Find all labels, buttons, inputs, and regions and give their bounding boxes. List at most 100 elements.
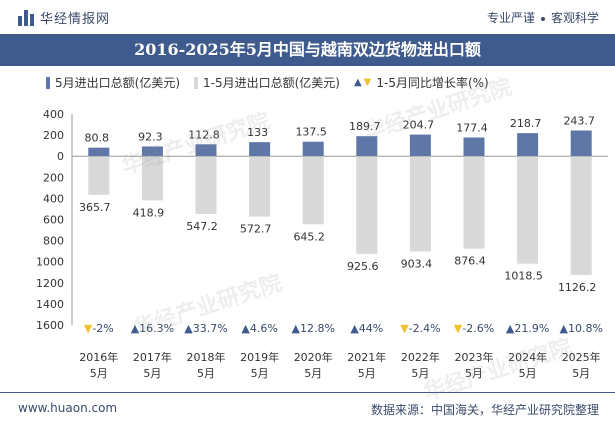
bar-monthly <box>302 141 324 157</box>
brand-logo-icon <box>18 9 34 26</box>
growth-value: 16.3% <box>139 322 174 335</box>
growth-label: ▼-2% <box>84 322 114 335</box>
data-label-cumulative: 903.4 <box>401 258 433 271</box>
y-tick-label: 600 <box>43 214 64 227</box>
bar-monthly <box>463 137 485 157</box>
slogan: 专业严谨 客观科学 <box>487 9 599 26</box>
bar-cumulative <box>141 156 163 201</box>
bar-monthly <box>195 144 217 157</box>
data-label-cumulative: 572.7 <box>240 223 272 236</box>
slogan-left: 专业严谨 <box>486 11 535 25</box>
growth-up-triangle-icon: ▲ <box>506 322 515 335</box>
legend-swatch-cumulative <box>194 76 198 89</box>
x-tick-label-month: 5月 <box>572 367 590 380</box>
footer-website[interactable]: www.huaon.com <box>18 401 118 415</box>
x-tick-label-year: 2018年 <box>187 350 226 364</box>
data-label-monthly: 137.5 <box>295 126 327 139</box>
x-tick-label-month: 5月 <box>143 367 161 380</box>
legend-label-cumulative: 1-5月进出口总额(亿美元) <box>203 76 340 90</box>
growth-label: ▼-2.4% <box>400 322 440 335</box>
legend-label-growth: 1-5月同比增长率(%) <box>376 76 489 90</box>
legend-item-monthly: 5月进出口总额(亿美元) <box>46 74 180 91</box>
data-label-monthly: 133 <box>247 126 268 139</box>
top-bar: 华经情报网 专业严谨 客观科学 <box>0 0 615 34</box>
growth-up-triangle-icon: ▲ <box>184 322 193 335</box>
data-label-monthly: 92.3 <box>138 130 163 143</box>
bar-monthly <box>88 147 110 157</box>
growth-value: -2.4% <box>409 322 441 335</box>
growth-label: ▲16.3% <box>131 322 174 335</box>
y-tick-label: 400 <box>43 192 64 205</box>
y-tick-label: 1200 <box>36 277 64 290</box>
x-tick-label-month: 5月 <box>465 367 483 380</box>
x-tick-label-month: 5月 <box>197 367 215 380</box>
legend-item-cumulative: 1-5月进出口总额(亿美元) <box>194 74 340 91</box>
x-tick-label-month: 5月 <box>358 367 376 380</box>
growth-label: ▲21.9% <box>506 322 549 335</box>
bar-cumulative <box>88 156 110 195</box>
data-label-cumulative: 925.6 <box>347 260 379 273</box>
data-label-monthly: 243.7 <box>563 114 595 127</box>
growth-up-triangle-icon: ▲ <box>291 322 300 335</box>
data-label-monthly: 218.7 <box>510 117 542 130</box>
x-tick-label-month: 5月 <box>411 367 429 380</box>
brand[interactable]: 华经情报网 <box>18 8 110 27</box>
growth-value: -2.6% <box>462 322 494 335</box>
triangle-up-icon: ▲ <box>353 77 362 88</box>
data-label-cumulative: 876.4 <box>454 255 486 268</box>
x-tick-label-month: 5月 <box>251 367 269 380</box>
bar-cumulative <box>409 156 431 252</box>
x-tick-label-year: 2020年 <box>294 350 333 364</box>
x-tick-label-month: 5月 <box>304 367 322 380</box>
bar-monthly <box>570 130 592 157</box>
footer-source: 数据来源：中国海关，华经产业研究院整理 <box>370 403 599 417</box>
legend-label-monthly: 5月进出口总额(亿美元) <box>55 76 180 90</box>
growth-up-triangle-icon: ▲ <box>559 322 568 335</box>
y-tick-label: 0 <box>57 150 64 163</box>
growth-down-triangle-icon: ▼ <box>400 322 409 335</box>
bar-cumulative <box>249 156 271 217</box>
dot-separator-icon <box>540 16 545 21</box>
y-tick-label: 1000 <box>36 256 64 269</box>
data-label-cumulative: 1126.2 <box>558 281 597 294</box>
x-tick-label-year: 2022年 <box>401 350 440 364</box>
y-tick-label: 1400 <box>36 298 64 311</box>
growth-value: 4.6% <box>250 322 278 335</box>
data-label-monthly: 204.7 <box>403 119 435 132</box>
y-tick-label: 200 <box>43 129 64 142</box>
data-label-monthly: 189.7 <box>349 120 381 133</box>
growth-label: ▲12.8% <box>291 322 334 335</box>
bar-monthly <box>517 133 539 157</box>
growth-label: ▲44% <box>350 322 383 335</box>
data-label-cumulative: 418.9 <box>133 206 165 219</box>
growth-up-triangle-icon: ▲ <box>350 322 359 335</box>
bar-cumulative <box>463 156 485 249</box>
growth-value: 10.8% <box>568 322 603 335</box>
growth-value: 33.7% <box>193 322 228 335</box>
bar-cumulative <box>517 156 539 264</box>
bar-cumulative <box>195 156 217 214</box>
growth-label: ▼-2.6% <box>454 322 494 335</box>
x-tick-label-month: 5月 <box>519 367 537 380</box>
x-tick-label-year: 2016年 <box>79 350 118 364</box>
x-tick-label-year: 2024年 <box>508 350 547 364</box>
growth-value: 12.8% <box>300 322 335 335</box>
data-label-cumulative: 645.2 <box>293 230 325 243</box>
growth-up-triangle-icon: ▲ <box>241 322 250 335</box>
legend-item-growth: ▲ ▼ 1-5月同比增长率(%) <box>354 74 489 91</box>
bar-monthly <box>141 146 163 157</box>
growth-label: ▲33.7% <box>184 322 227 335</box>
x-tick-label-month: 5月 <box>90 367 108 380</box>
triangle-down-icon: ▼ <box>363 77 372 88</box>
y-tick-label: 1600 <box>36 319 64 332</box>
y-tick-label: 800 <box>43 235 64 248</box>
x-tick-label-year: 2021年 <box>347 350 386 364</box>
bar-cumulative <box>570 156 592 276</box>
growth-value: 44% <box>359 322 383 335</box>
growth-label: ▲10.8% <box>559 322 602 335</box>
legend-swatch-monthly <box>46 76 50 89</box>
bar-monthly <box>356 136 378 157</box>
chart-title: 2016-2025年5月中国与越南双边货物进出口额 <box>0 34 615 66</box>
growth-value: 21.9% <box>514 322 549 335</box>
data-label-monthly: 80.8 <box>85 132 110 145</box>
